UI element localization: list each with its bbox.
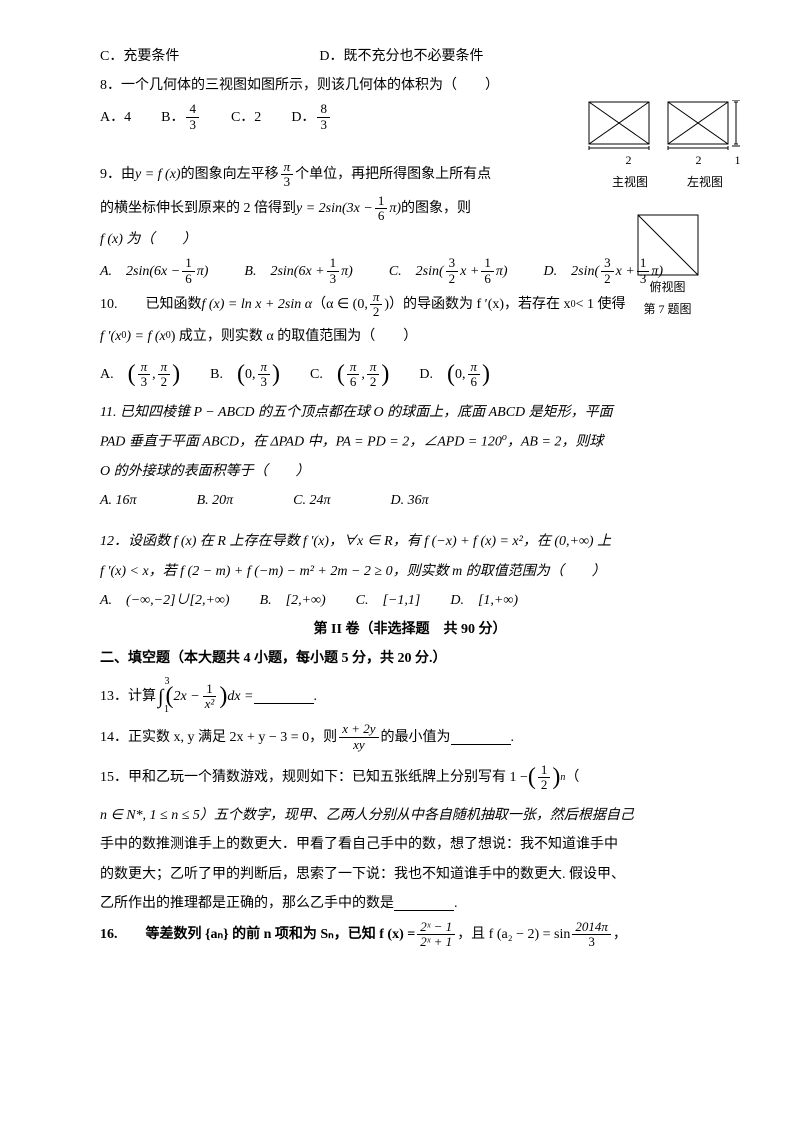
top-view-icon <box>636 213 700 277</box>
q12-opt-c: C. [−1,1] <box>356 588 421 613</box>
q9-opt-c: C. 2sin(32x + 16π) <box>389 256 508 286</box>
q7-opt-c: C．充要条件 <box>100 44 179 69</box>
three-view-figure: 2 2 1 主视图 左视图 俯视图 第 7 题图 <box>585 100 750 320</box>
figure-caption: 第 7 题图 <box>643 302 691 316</box>
section2-heading: 二、填空题（本大题共 4 小题，每小题 5 分，共 20 分.） <box>100 646 720 671</box>
q15-line4: 的数更大；乙听了甲的判断后，思索了一下说：我也不知道谁手中的数更大. 假设甲、 <box>100 862 720 887</box>
q11-opt-a: A. 16π <box>100 488 137 513</box>
q12-line1: 12．设函数 f (x) 在 R 上存在导数 f ′(x)，∀x ∈ R，有 f… <box>100 529 720 554</box>
q15-line5: 乙所作出的推理都是正确的，那么乙手中的数是 . <box>100 891 720 916</box>
q10-options: A. (π3, π2) B. ((0, 0, π3) C. (π6, π2) D… <box>100 353 720 396</box>
front-dim: 2 <box>593 150 665 172</box>
q12-opt-b: B. [2,+∞) <box>260 588 326 613</box>
q10-opt-a: A. (π3, π2) <box>100 353 180 396</box>
q11-line2: PAD 垂直于平面 ABCD，在 ΔPAD 中，PA = PD = 2，∠APD… <box>100 429 720 455</box>
q10-line2: f ′(x0 ) = f (x0 ) 成立，则实数 α 的取值范围为（ ） <box>100 324 720 349</box>
q8-opt-b: B． 43 <box>161 102 201 132</box>
q11-opt-d: D. 36π <box>391 488 429 513</box>
q15-line3: 手中的数推测谁手上的数更大．甲看了看自己手中的数，想了想说：我不知道谁手中 <box>100 832 720 857</box>
q14-blank <box>451 730 511 745</box>
q12-opt-a: A. (−∞,−2]∪[2,+∞) <box>100 588 230 613</box>
q11-options: A. 16π B. 20π C. 24π D. 36π <box>100 488 720 513</box>
q7-options-tail: C．充要条件 D．既不充分也不必要条件 <box>100 44 720 69</box>
left-dim: 2 <box>668 150 730 172</box>
left-label: 左视图 <box>669 172 741 194</box>
q12-line2: f ′(x) < x，若 f (2 − m) + f (−m) − m² + 2… <box>100 559 720 584</box>
part2-title: 第 II 卷（非选择题 共 90 分） <box>100 617 720 642</box>
q15-line2: n ∈ N*, 1 ≤ n ≤ 5）五个数字，现甲、乙两人分别从中各自随机抽取一… <box>100 803 720 828</box>
q13: 13．计算 ∫ 3 1 ( 2x − 1x² ) dx = . <box>100 675 720 718</box>
q12-opt-d: D. [1,+∞) <box>450 588 518 613</box>
q11-opt-c: C. 24π <box>293 488 330 513</box>
q15-blank <box>394 896 454 911</box>
integral-icon: ∫ <box>158 686 163 708</box>
q9-opt-a: A. 2sin(6x − 16π) <box>100 256 208 286</box>
q11-line1: 11. 已知四棱锥 P − ABCD 的五个顶点都在球 O 的球面上，底面 AB… <box>100 400 720 425</box>
top-label: 俯视图 <box>649 280 685 294</box>
left-view-icon <box>666 100 748 150</box>
q11-opt-b: B. 20π <box>197 488 234 513</box>
q15-line1: 15．甲和乙玩一个猜数游戏，规则如下：已知五张纸牌上分别写有 1 − (12)n… <box>100 756 720 799</box>
q12-options: A. (−∞,−2]∪[2,+∞) B. [2,+∞) C. [−1,1] D.… <box>100 588 720 613</box>
q11-line3: O 的外接球的表面积等于（ ） <box>100 459 720 484</box>
q8-stem: 8．一个几何体的三视图如图所示，则该几何体的体积为（ ） <box>100 73 720 98</box>
q9-opt-b: B. 2sin(6x + 13π) <box>244 256 352 286</box>
front-label: 主视图 <box>594 172 666 194</box>
q14: 14．正实数 x, y 满足 2x + y − 3 = 0，则 x + 2yxy… <box>100 722 720 752</box>
q8-opt-c: C．2 <box>231 105 261 130</box>
q10-opt-b: B. ((0, 0, π3) <box>210 353 280 396</box>
q16: 16. 等差数列 {aₙ} 的前 n 项和为 Sₙ，已知 f (x) = 2ˣ … <box>100 920 720 950</box>
q13-blank <box>254 689 314 704</box>
front-view-icon <box>587 100 659 150</box>
q8-opt-a: A．4 <box>100 105 131 130</box>
height-dim: 1 <box>733 150 743 172</box>
q10-opt-d: D. (0, π6) <box>419 353 490 396</box>
q8-opt-d: D． 83 <box>291 102 332 132</box>
q10-opt-c: C. (π6, π2) <box>310 353 389 396</box>
q7-opt-d: D．既不充分也不必要条件 <box>319 44 483 69</box>
